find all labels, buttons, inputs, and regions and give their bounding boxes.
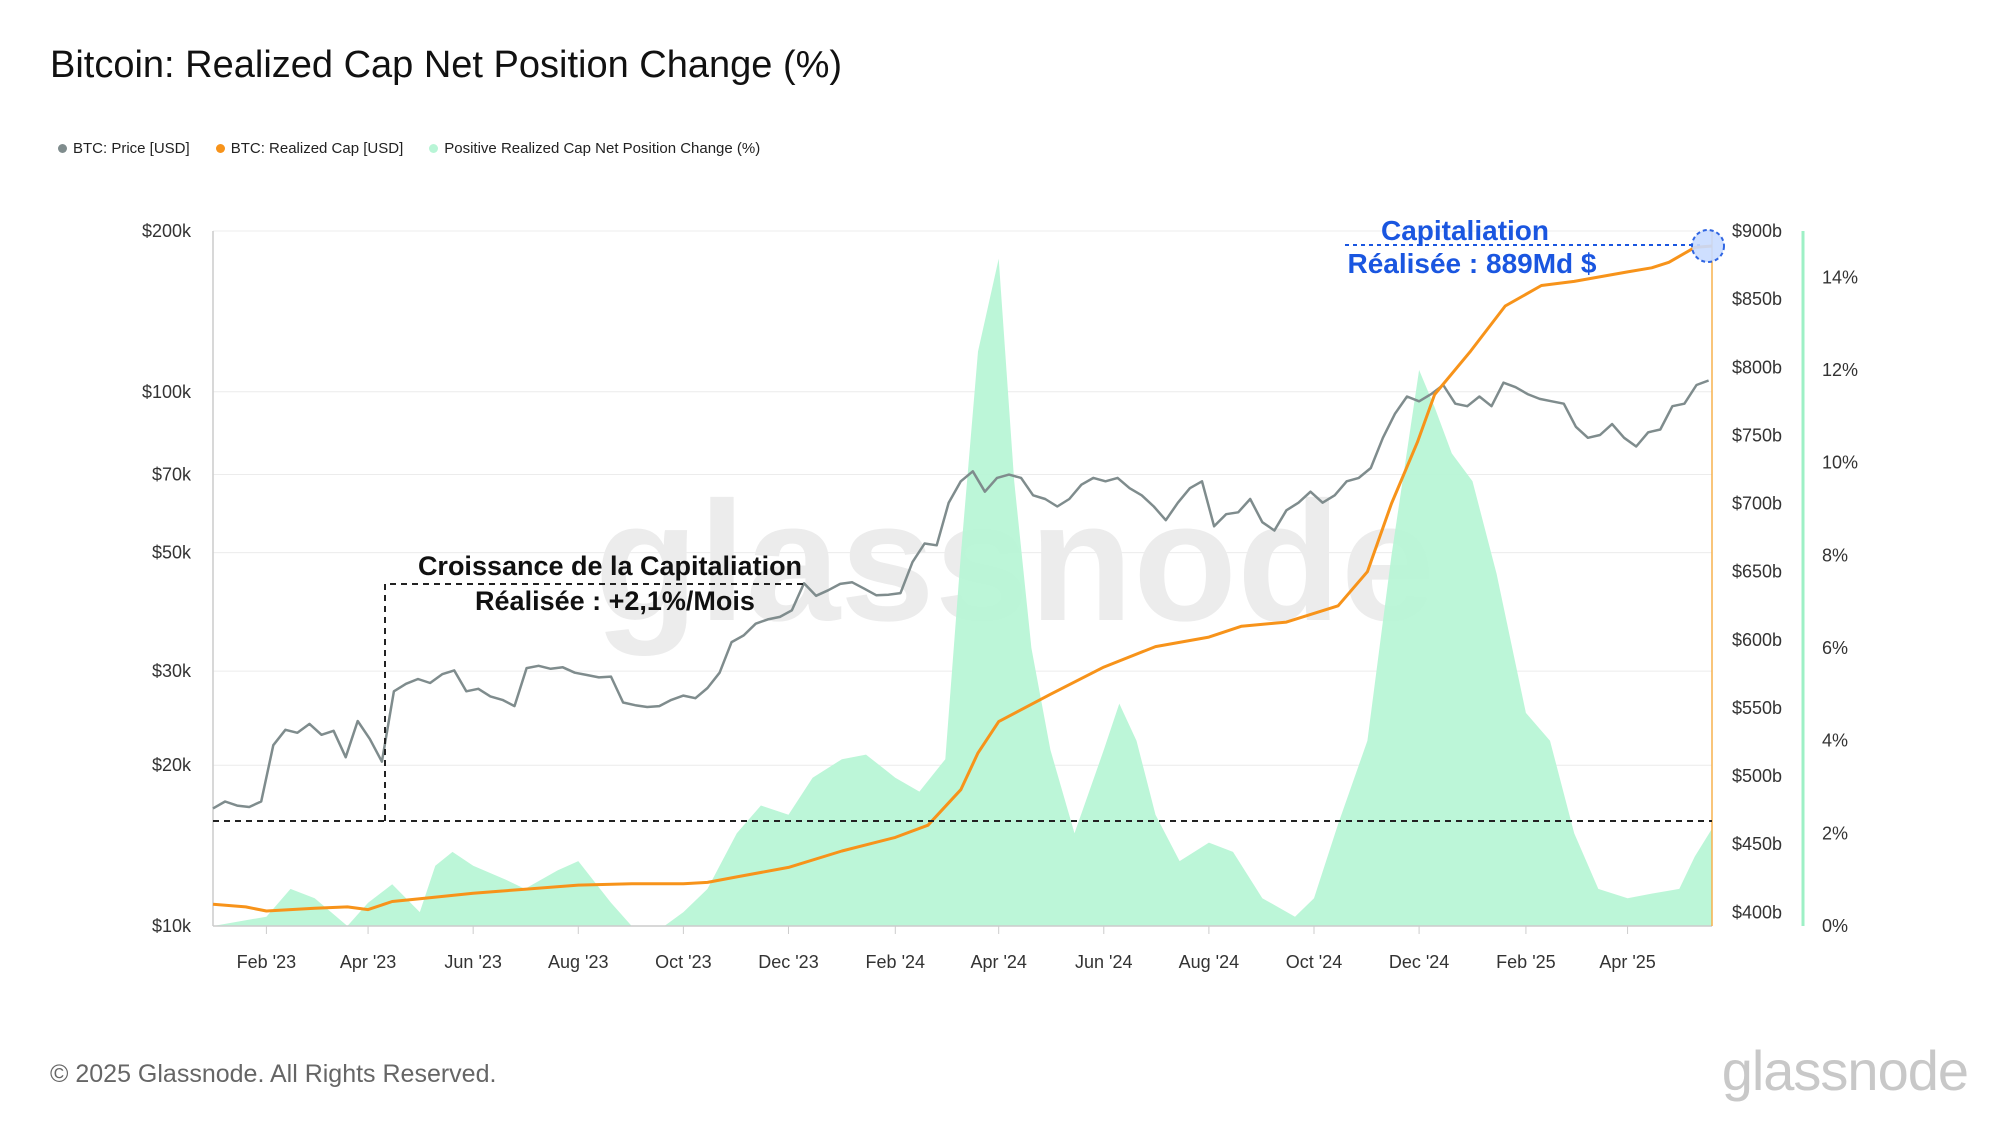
realized-cap-dot-icon (215, 144, 225, 153)
growth-annotation-line2: Réalisée : +2,1%/Mois (475, 586, 755, 616)
x-tick-label: Feb '23 (237, 952, 296, 972)
y-right-cap-tick-label: $400b (1732, 902, 1782, 922)
positive-change-dot-icon (429, 144, 439, 153)
x-tick-label: Feb '24 (866, 952, 925, 972)
x-tick-label: Oct '24 (1286, 952, 1342, 972)
realized-cap-line (212, 244, 1713, 913)
legend-label-price: BTC: Price [USD] (73, 140, 190, 157)
y-left-tick-label: $30k (152, 661, 192, 681)
cap-annotation-line1: Capitaliation (1381, 215, 1549, 246)
y-left-tick-label: $200k (142, 221, 192, 241)
y-right-pct-tick-label: 12% (1822, 360, 1858, 380)
glassnode-logo: glassnode (1721, 1039, 1969, 1102)
legend-item-price[interactable]: BTC: Price [USD] (58, 140, 190, 157)
y-right-pct-tick-label: 14% (1822, 267, 1858, 287)
legend-label-realized-cap: BTC: Realized Cap [USD] (230, 140, 404, 157)
y-right-cap-tick-label: $550b (1732, 698, 1782, 718)
cap-endpoint-marker (1691, 229, 1725, 263)
y-right-pct-tick-label: 4% (1822, 731, 1848, 751)
y-right-pct-tick-label: 8% (1822, 545, 1848, 565)
legend-item-positive-change[interactable]: Positive Realized Cap Net Position Chang… (429, 140, 760, 157)
y-right-cap-tick-label: $850b (1732, 289, 1782, 309)
y-right-cap-tick-label: $650b (1732, 562, 1782, 582)
x-tick-label: Feb '25 (1496, 952, 1555, 972)
x-tick-label: Aug '24 (1179, 952, 1240, 972)
x-tick-label: Dec '24 (1389, 952, 1449, 972)
y-right-pct-tick-label: 2% (1822, 823, 1848, 843)
x-tick-label: Apr '25 (1599, 952, 1655, 972)
x-tick-label: Aug '23 (548, 952, 609, 972)
price-dot-icon (58, 144, 67, 153)
y-right-cap-tick-label: $600b (1732, 630, 1782, 650)
y-left-tick-label: $10k (152, 916, 192, 936)
y-left-tick-label: $20k (152, 755, 192, 775)
y-right-pct-tick-label: 10% (1822, 453, 1858, 473)
y-right-cap-tick-label: $450b (1732, 834, 1782, 854)
chart-title: Bitcoin: Realized Cap Net Position Chang… (50, 44, 843, 86)
cap-annotation-line2: Réalisée : 889Md $ (1347, 248, 1596, 279)
positive-change-area (213, 258, 1712, 926)
y-right-cap-tick-label: $750b (1732, 425, 1782, 445)
legend: BTC: Price [USD] BTC: Realized Cap [USD]… (58, 140, 760, 157)
y-left-tick-label: $70k (152, 465, 192, 485)
y-right-cap-tick-label: $700b (1732, 494, 1782, 514)
y-right-pct-tick-label: 6% (1822, 638, 1848, 658)
y-right-pct-tick-label: 0% (1822, 916, 1848, 936)
y-right-cap-tick-label: $800b (1732, 357, 1782, 377)
y-right-cap-tick-label: $500b (1732, 766, 1782, 786)
y-right-cap-tick-label: $900b (1732, 221, 1782, 241)
y-left-tick-label: $100k (142, 382, 192, 402)
x-tick-label: Oct '23 (655, 952, 711, 972)
y-left-tick-label: $50k (152, 543, 192, 563)
x-tick-label: Jun '23 (444, 952, 501, 972)
growth-annotation-line1: Croissance de la Capitaliation (418, 551, 802, 581)
copyright-footer: © 2025 Glassnode. All Rights Reserved. (50, 1060, 497, 1088)
growth-bracket-dashed-line (384, 583, 808, 821)
x-tick-label: Jun '24 (1075, 952, 1132, 972)
legend-label-positive-change: Positive Realized Cap Net Position Chang… (444, 140, 761, 157)
price-line (212, 379, 1710, 810)
legend-item-realized-cap[interactable]: BTC: Realized Cap [USD] (215, 140, 404, 157)
x-tick-label: Apr '24 (970, 952, 1026, 972)
x-tick-label: Dec '23 (758, 952, 818, 972)
x-tick-label: Apr '23 (340, 952, 396, 972)
